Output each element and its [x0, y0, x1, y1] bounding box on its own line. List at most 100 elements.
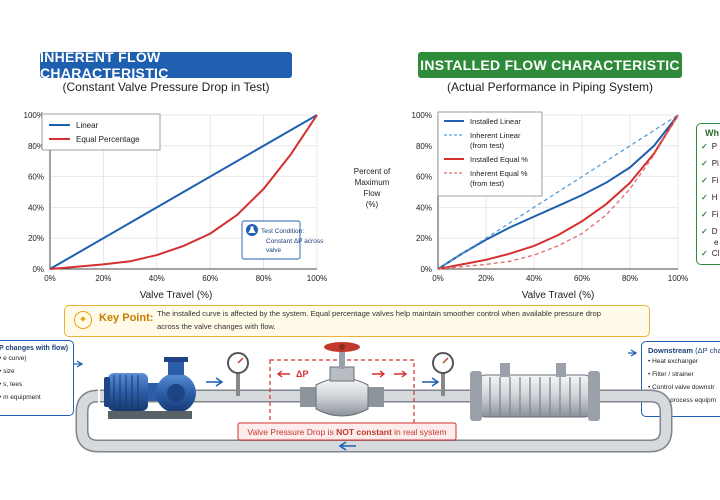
pipe-loop: [75, 389, 673, 453]
list-item: • Control valve downstr: [648, 384, 715, 391]
pressure-gauge-icon: [432, 352, 454, 396]
x-tick-label: 60%: [574, 274, 590, 283]
check-icon: ✓: [701, 159, 708, 168]
series-line-1: [437, 114, 679, 270]
x-tick-label: 100%: [307, 274, 327, 283]
x-tick-label: 20%: [95, 274, 111, 283]
heat-exchanger-icon: [470, 363, 600, 421]
y-tick-label: 100%: [412, 111, 432, 120]
check-icon: ✓: [701, 176, 708, 185]
list-item: • s, tees: [0, 381, 23, 388]
legend-label-inherent-equal-1: Inherent Equal %: [470, 169, 528, 178]
delta-p-arrow-right-2: [394, 370, 408, 378]
test-condition-text-2: valve: [266, 247, 282, 254]
series-line-3: [437, 114, 679, 270]
legend-label-linear: Linear: [76, 121, 99, 130]
y-axis-label: Percent of Maximum Flow (%): [353, 167, 391, 209]
list-item: • Heat exchanger: [648, 358, 698, 365]
why-sidebar-item-label: P: [711, 142, 718, 151]
delta-p-label: ΔP: [296, 369, 308, 379]
list-item: • Other process equipm: [648, 397, 717, 404]
lightbulb-icon: ✦: [74, 311, 92, 329]
flow-arrow-icon: [206, 377, 224, 387]
y-tick-label: 20%: [416, 234, 432, 243]
chart-legend: [41, 113, 161, 151]
pump-icon: [104, 357, 196, 419]
inherent-flow-chart: 0% 20% 40% 60% 80% 100% 0% 20% 40% 60% 80% 100% Val…: [24, 111, 328, 301]
check-icon: ✓: [701, 249, 708, 258]
y-tick-label: 0%: [420, 265, 432, 274]
series-line-0: [49, 114, 318, 270]
x-tick-label: 0%: [432, 274, 444, 283]
chart-legend: [437, 111, 543, 197]
list-item: • size: [0, 368, 15, 375]
piping-diagram: ΔP Valve Pressure Drop is NOT constant i…: [74, 342, 673, 453]
flask-icon: [246, 224, 258, 236]
x-tick-label: 100%: [668, 274, 688, 283]
x-tick-label: 80%: [256, 274, 272, 283]
why-sidebar-item: ✓ Cl: [701, 245, 720, 262]
downstream-header: Downstream (ΔP cha: [642, 342, 720, 355]
why-sidebar-item: ✓ Pi: [701, 155, 720, 172]
key-point-label: Key Point:: [99, 312, 154, 324]
x-axis-label: Valve Travel (%): [140, 290, 213, 301]
key-point-box: ✦ Key Point: The installed curve is affe…: [64, 305, 650, 337]
left-panel-subtitle: (Constant Valve Pressure Drop in Test): [62, 80, 270, 94]
key-point-text-1: The installed curve is affected by the s…: [157, 309, 601, 318]
test-condition-text-1: Constant ΔP across: [266, 238, 324, 245]
why-sidebar-item: ✓ Fi: [701, 172, 720, 189]
downstream-title-suffix: (ΔP cha: [695, 346, 720, 355]
legend-label-inherent-equal-2: (from test): [470, 179, 505, 188]
control-valve-icon: [300, 342, 384, 417]
why-sidebar-item: ✓ P: [701, 138, 720, 155]
legend-label-inherent-linear-2: (from test): [470, 141, 505, 150]
key-point-text-2: across the valve changes with flow.: [157, 322, 276, 331]
x-tick-label: 20%: [478, 274, 494, 283]
check-icon: ✓: [701, 210, 708, 219]
flow-arrow-icon: [422, 377, 440, 387]
legend-label-installed-equal: Installed Equal %: [470, 155, 528, 164]
y-tick-label: 20%: [28, 234, 44, 243]
y-tick-label: 40%: [416, 203, 432, 212]
series-line-2: [437, 114, 679, 270]
installed-flow-chart: 0% 20% 40% 60% 80% 100% 0% 20% 40% 60% 80% 100% Val…: [412, 111, 689, 301]
x-axis-label: Valve Travel (%): [522, 290, 595, 301]
y-tick-label: 80%: [28, 142, 44, 151]
left-panel-title: INHERENT FLOW CHARACTERISTIC: [40, 49, 292, 81]
list-item: • Filter / strainer: [648, 371, 694, 378]
pressure-gauge-icon: [227, 352, 249, 396]
legend-label-installed-linear: Installed Linear: [470, 117, 521, 126]
why-sidebar-title: Wh: [705, 128, 719, 138]
y-tick-label: 0%: [32, 265, 44, 274]
why-sidebar-item-label: Fi: [711, 176, 719, 185]
why-sidebar-item-label: Cl: [711, 249, 720, 258]
list-item: • e curve): [0, 355, 27, 362]
delta-p-arrow-left: [276, 370, 290, 378]
y-tick-label: 60%: [28, 173, 44, 182]
why-sidebar-item-label: Pi: [711, 159, 719, 168]
x-tick-label: 40%: [526, 274, 542, 283]
y-tick-label: 40%: [28, 203, 44, 212]
why-sidebar-item-continuation: e: [714, 238, 719, 247]
y-tick-label: 80%: [416, 142, 432, 151]
check-icon: ✓: [701, 142, 708, 151]
why-sidebar-item-label: Fi: [711, 210, 719, 219]
series-line-0: [437, 114, 679, 270]
flow-arrow-icon: [628, 349, 638, 357]
check-icon: ✓: [701, 193, 708, 202]
right-panel-title: INSTALLED FLOW CHARACTERISTIC: [418, 52, 682, 78]
y-tick-label: 60%: [416, 173, 432, 182]
upstream-title: P changes with flow): [0, 345, 69, 352]
legend-label-inherent-linear-1: Inherent Linear: [470, 131, 521, 140]
x-tick-label: 0%: [44, 274, 56, 283]
upstream-box: P changes with flow) • e curve) • size • s…: [0, 340, 74, 416]
why-sidebar-item: ✓ Fi: [701, 206, 720, 223]
x-tick-label: 60%: [202, 274, 218, 283]
x-tick-label: 40%: [149, 274, 165, 283]
downstream-title: Downstream: [648, 346, 694, 355]
pressure-drop-note: Valve Pressure Drop is NOT constant in r…: [247, 427, 446, 437]
delta-p-arrow-right: [372, 370, 386, 378]
downstream-box: Downstream (ΔP cha • Heat exchanger • Fil…: [641, 341, 720, 417]
why-sidebar-item-label: D: [711, 227, 718, 236]
